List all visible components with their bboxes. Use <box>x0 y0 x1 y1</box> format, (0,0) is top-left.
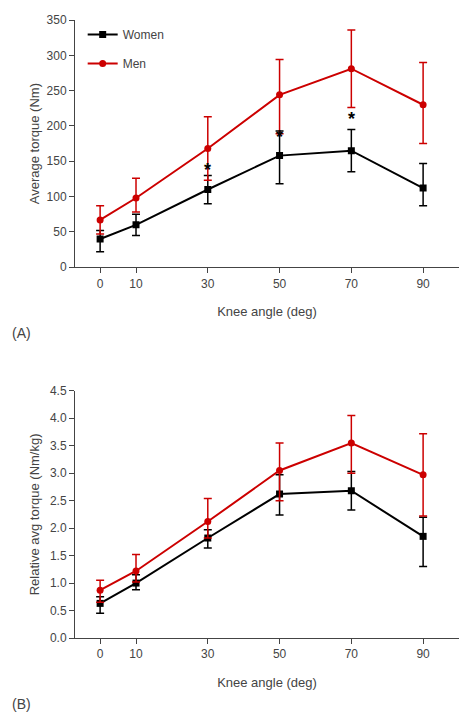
svg-text:2.5: 2.5 <box>50 494 67 508</box>
svg-text:Average torque (Nm): Average torque (Nm) <box>27 83 42 204</box>
svg-text:Women: Women <box>123 28 164 42</box>
svg-text:10: 10 <box>129 277 143 291</box>
svg-text:Knee angle (deg): Knee angle (deg) <box>217 304 317 319</box>
svg-text:3.5: 3.5 <box>50 439 67 453</box>
svg-text:30: 30 <box>201 277 215 291</box>
svg-text:50: 50 <box>273 647 287 661</box>
svg-text:0: 0 <box>60 260 67 274</box>
svg-text:90: 90 <box>416 647 430 661</box>
svg-text:0: 0 <box>97 277 104 291</box>
svg-text:1.5: 1.5 <box>50 549 67 563</box>
svg-text:0.5: 0.5 <box>50 604 67 618</box>
svg-text:Knee angle (deg): Knee angle (deg) <box>217 675 317 690</box>
svg-text:0.0: 0.0 <box>50 631 67 645</box>
svg-text:90: 90 <box>416 277 430 291</box>
svg-text:*: * <box>348 109 355 129</box>
svg-text:(A): (A) <box>12 325 31 341</box>
svg-text:1.0: 1.0 <box>50 576 67 590</box>
svg-text:50: 50 <box>273 277 287 291</box>
svg-text:250: 250 <box>47 84 67 98</box>
svg-text:300: 300 <box>47 49 67 63</box>
svg-text:10: 10 <box>129 647 143 661</box>
svg-text:50: 50 <box>53 225 67 239</box>
svg-text:150: 150 <box>47 154 67 168</box>
svg-text:2.0: 2.0 <box>50 521 67 535</box>
svg-text:70: 70 <box>345 647 359 661</box>
svg-text:Men: Men <box>123 57 146 71</box>
svg-text:70: 70 <box>345 277 359 291</box>
svg-text:30: 30 <box>201 647 215 661</box>
svg-text:200: 200 <box>47 119 67 133</box>
svg-text:4.5: 4.5 <box>50 384 67 398</box>
svg-text:350: 350 <box>47 13 67 27</box>
svg-text:3.0: 3.0 <box>50 466 67 480</box>
svg-text:0: 0 <box>97 647 104 661</box>
svg-text:4.0: 4.0 <box>50 411 67 425</box>
svg-text:Relative avg torque (Nm/kg): Relative avg torque (Nm/kg) <box>27 433 42 595</box>
svg-text:100: 100 <box>47 190 67 204</box>
svg-text:(B): (B) <box>12 696 31 712</box>
svg-text:*: * <box>204 160 211 180</box>
svg-text:*: * <box>276 127 283 147</box>
